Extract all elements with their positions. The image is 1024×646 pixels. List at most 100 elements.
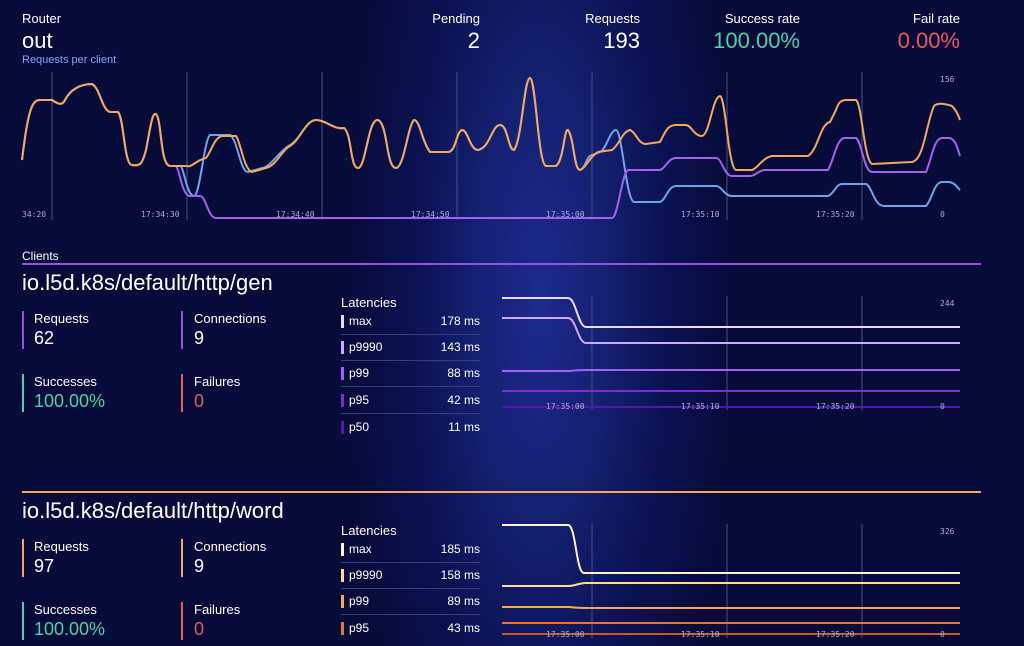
- word-p95-value: 43 ms: [447, 621, 480, 635]
- series-orange-line: [21, 76, 961, 174]
- gen-successes-label: Successes: [34, 374, 97, 389]
- gen-chart-tick-0: 17:35:00: [546, 402, 585, 411]
- word-chart-max-label: 326: [940, 527, 955, 536]
- gen-failures-bar: [181, 374, 183, 412]
- word-chart-tick-1: 17:35:10: [681, 630, 720, 639]
- word-failures-label: Failures: [194, 602, 241, 617]
- word-max-swatch: [341, 543, 344, 556]
- word-p9990-label: p9990: [349, 568, 383, 582]
- word-p99-swatch: [341, 595, 344, 608]
- gen-failures-label: Failures: [194, 374, 241, 389]
- router-name: out: [22, 28, 53, 53]
- fail-rate-value: 0.00%: [897, 28, 960, 53]
- gen-p95-swatch: [341, 394, 344, 407]
- gen-latency-row-p50: p50 11 ms: [341, 414, 480, 440]
- gen-latency-row-p9990: p9990 143 ms: [341, 334, 480, 361]
- gen-connections-label: Connections: [194, 311, 267, 326]
- gen-chart-max-label: 244: [940, 299, 955, 308]
- word-p99-line: [502, 606, 960, 609]
- gen-connections-bar: [181, 311, 183, 349]
- main-chart-tick-4: 17:35:00: [546, 210, 585, 219]
- gen-p95-value: 42 ms: [447, 393, 480, 407]
- main-chart-tick-1: 17:34:30: [141, 210, 180, 219]
- word-successes-bar: [22, 602, 24, 640]
- word-chart-min-label: 0: [940, 630, 945, 639]
- requests-per-client-link[interactable]: Requests per client: [22, 54, 117, 66]
- word-p9990-swatch: [341, 569, 344, 582]
- gen-chart-tick-1: 17:35:10: [681, 402, 720, 411]
- gen-max-swatch: [341, 315, 344, 328]
- word-divider: [22, 491, 981, 493]
- main-chart-max-label: 156: [940, 75, 955, 84]
- gen-requests-value: 62: [34, 328, 55, 348]
- gen-connections-value: 9: [194, 328, 205, 348]
- gen-chart-min-label: 0: [940, 402, 945, 411]
- gen-failures-value: 0: [194, 391, 205, 411]
- word-connections-bar: [181, 539, 183, 577]
- clients-heading: Clients: [22, 249, 59, 263]
- requests-per-client-chart: 156 0 34:20 17:34:30 17:34:40 17:34:50 1…: [21, 72, 961, 220]
- main-chart-min-label: 0: [940, 210, 945, 219]
- word-connections-label: Connections: [194, 539, 267, 554]
- word-p99-value: 89 ms: [447, 594, 480, 608]
- word-p95-swatch: [341, 622, 344, 635]
- gen-p50-value: 11 ms: [448, 420, 480, 434]
- main-chart-tick-6: 17:35:20: [816, 210, 855, 219]
- main-chart-tick-3: 17:34:50: [411, 210, 450, 219]
- word-connections-value: 9: [194, 556, 205, 576]
- requests-value: 193: [603, 28, 640, 53]
- router-label: Router: [22, 11, 62, 26]
- word-latency-row-p99: p99 89 ms: [341, 588, 480, 615]
- success-rate-label: Success rate: [724, 11, 800, 26]
- word-latency-row-p9990: p9990 158 ms: [341, 562, 480, 589]
- gen-max-label: max: [349, 314, 372, 328]
- requests-label: Requests: [585, 11, 640, 26]
- gen-p95-label: p95: [349, 393, 370, 407]
- gen-chart-tick-2: 17:35:20: [816, 402, 855, 411]
- word-successes-value: 100.00%: [34, 619, 106, 639]
- word-p9990-value: 158 ms: [440, 568, 480, 582]
- word-max-line: [502, 524, 960, 574]
- main-chart-tick-0: 34:20: [22, 210, 46, 219]
- gen-p9990-swatch: [341, 341, 344, 354]
- word-failures-bar: [181, 602, 183, 640]
- word-chart-tick-2: 17:35:20: [816, 630, 855, 639]
- gen-latency-row-p99: p99 88 ms: [341, 360, 480, 387]
- main-chart-tick-5: 17:35:10: [681, 210, 720, 219]
- word-p9990-line: [502, 582, 960, 587]
- gen-p99-label: p99: [349, 366, 370, 380]
- main-chart-tick-2: 17:34:40: [276, 210, 315, 219]
- word-max-value: 185 ms: [440, 542, 480, 556]
- word-chart-gridlines: [591, 524, 863, 638]
- gen-latency-row-p95: p95 42 ms: [341, 387, 480, 414]
- gen-max-value: 178 ms: [440, 314, 480, 328]
- word-p95-label: p95: [349, 621, 370, 635]
- client-word-title[interactable]: io.l5d.k8s/default/http/word: [22, 498, 284, 523]
- gen-latency-chart: 244 0 17:35:00 17:35:10 17:35:20: [502, 296, 960, 411]
- gen-divider: [22, 263, 981, 265]
- success-rate-value: 100.00%: [713, 28, 800, 53]
- word-latency-row-max: max 185 ms: [341, 536, 480, 563]
- gen-chart-gridlines: [591, 296, 863, 410]
- gen-p9990-value: 143 ms: [440, 340, 480, 354]
- pending-label: Pending: [432, 11, 480, 26]
- client-gen-title[interactable]: io.l5d.k8s/default/http/gen: [22, 270, 273, 295]
- fail-rate-label: Fail rate: [913, 11, 960, 26]
- gen-requests-label: Requests: [34, 311, 89, 326]
- gen-latency-row-max: max 178 ms: [341, 308, 480, 335]
- gen-requests-bar: [22, 311, 24, 349]
- gen-max-line: [502, 297, 960, 328]
- gen-p99-line: [502, 369, 960, 372]
- chart-gridlines: [51, 72, 863, 220]
- word-requests-value: 97: [34, 556, 55, 576]
- gen-p9990-line: [502, 317, 960, 344]
- word-successes-label: Successes: [34, 602, 97, 617]
- gen-latencies-heading: Latencies: [341, 295, 397, 310]
- gen-p99-value: 88 ms: [447, 366, 480, 380]
- word-failures-value: 0: [194, 619, 205, 639]
- word-latency-row-p95: p95 43 ms: [341, 615, 480, 641]
- word-requests-label: Requests: [34, 539, 89, 554]
- pending-value: 2: [467, 28, 480, 53]
- word-latency-chart: 326 0 17:35:00 17:35:10 17:35:20: [502, 524, 960, 639]
- gen-successes-value: 100.00%: [34, 391, 106, 411]
